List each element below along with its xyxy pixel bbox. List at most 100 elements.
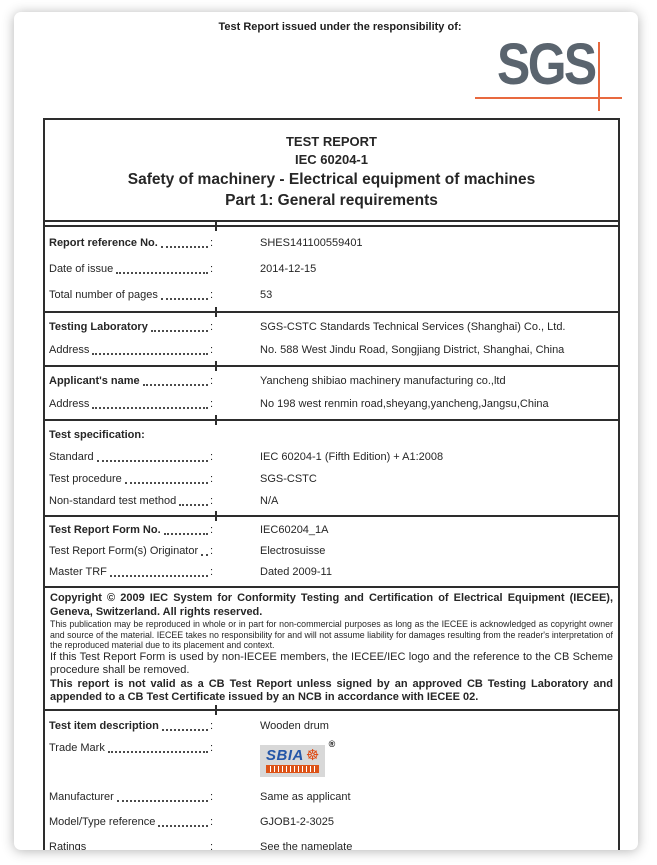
label-colon: : — [209, 741, 213, 754]
row-label: Test Report Form No. — [49, 524, 161, 536]
dot-leader — [160, 297, 208, 300]
sbia-wheel-icon: ☸ — [305, 747, 320, 764]
row-value: Yancheng shibiao machinery manufacturing… — [260, 375, 506, 387]
copyright-paragraph: This report is not valid as a CB Test Re… — [50, 677, 613, 704]
title-block: TEST REPORT IEC 60204-1 Safety of machin… — [45, 120, 618, 222]
label-colon: : — [209, 398, 213, 410]
dot-leader — [179, 503, 208, 506]
label-colon: : — [209, 375, 213, 387]
row-value: SGS-CSTC — [260, 472, 317, 485]
row-label-cell: Non-standard test method: — [49, 495, 213, 508]
table-row: Total number of pages: 53 — [49, 282, 614, 308]
row-value: SHES141100559401 — [260, 236, 363, 249]
dot-leader — [201, 554, 208, 556]
sgs-logo: SGS — [497, 32, 597, 97]
table-row: Manufacturer: Same as applicant — [49, 785, 614, 810]
table-row: Test procedure: SGS-CSTC — [49, 468, 614, 490]
row-label: Non-standard test method — [49, 494, 177, 507]
row-label: Ratings — [49, 840, 87, 851]
sgs-logo-vertical-line — [598, 42, 600, 111]
table-row: Test Report Form No.: IEC60204_1A — [49, 520, 614, 541]
row-label: Address — [49, 398, 90, 410]
report-table: TEST REPORT IEC 60204-1 Safety of machin… — [43, 118, 620, 850]
row-label: Test Report Form(s) Originator — [49, 545, 199, 557]
row-value: IEC60204_1A — [260, 524, 329, 536]
row-label-cell: Test item description: — [49, 720, 213, 733]
dot-leader — [150, 330, 208, 332]
table-row: Address: No 198 west renmin road,sheyang,… — [49, 393, 614, 416]
row-value-cell: Yancheng shibiao machinery manufacturing… — [213, 375, 614, 388]
row-label: Master TRF — [49, 566, 107, 578]
row-label-cell: Test Report Form(s) Originator: — [49, 545, 213, 558]
trademark-logo-top: SBIA ☸ — [266, 746, 320, 764]
row-label: Applicant's name — [49, 375, 140, 387]
row-value-cell: SBIA ☸ ® — [213, 739, 614, 777]
row-label: Address — [49, 344, 90, 356]
row-value-cell: SHES141100559401 — [213, 237, 614, 250]
row-value: N/A — [260, 494, 279, 507]
row-label-cell: Model/Type reference: — [49, 816, 213, 829]
dot-leader — [163, 533, 208, 535]
dot-leader — [116, 271, 208, 274]
row-label-cell: Test specification: — [49, 429, 213, 442]
label-colon: : — [209, 840, 213, 851]
copyright-section: Copyright © 2009 IEC System for Conformi… — [45, 588, 618, 711]
trademark-logo: SBIA ☸ ® — [260, 739, 335, 777]
row-label-cell: Testing Laboratory: — [49, 321, 213, 334]
dot-leader — [158, 824, 208, 827]
table-row: Test specification: — [49, 424, 614, 446]
row-label-cell: Date of issue: — [49, 263, 213, 276]
row-value-cell: 2014-12-15 — [213, 263, 614, 276]
row-value-cell: Wooden drum — [213, 720, 614, 733]
label-colon: : — [209, 815, 213, 828]
row-value-cell: Same as applicant — [213, 791, 614, 804]
row-label: Report reference No. — [49, 236, 158, 249]
table-row: Test Report Form(s) Originator: Electrosu… — [49, 541, 614, 562]
row-value: No 198 west renmin road,sheyang,yancheng… — [260, 398, 549, 410]
label-colon: : — [209, 790, 213, 803]
issued-under-responsibility-text: Test Report issued under the responsibil… — [218, 21, 462, 33]
dot-leader — [96, 459, 208, 462]
row-label-cell: Report reference No.: — [49, 237, 213, 250]
dot-leader — [116, 799, 208, 802]
row-value: See the nameplate — [260, 840, 353, 851]
dot-leader — [107, 750, 208, 753]
table-section: Test item description: Wooden drum Trade M… — [45, 704, 618, 851]
table-section: Testing Laboratory: SGS-CSTC Standards Te… — [45, 307, 618, 367]
row-value: 53 — [260, 288, 273, 301]
row-value: GJOB1-2-3025 — [260, 815, 334, 828]
row-label: Test specification: — [49, 428, 145, 441]
row-label: Total number of pages — [49, 288, 158, 301]
dot-leader — [161, 728, 208, 731]
label-colon: : — [209, 344, 213, 356]
standard-number: IEC 60204-1 — [295, 152, 368, 167]
report-title: TEST REPORT — [285, 134, 377, 149]
sgs-logo-horizontal-line — [475, 97, 622, 99]
row-value: No. 588 West Jindu Road, Songjiang Distr… — [260, 344, 565, 356]
table-row: Applicant's name: Yancheng shibiao machin… — [49, 370, 614, 393]
table-row: Standard: IEC 60204-1 (Fifth Edition) + A… — [49, 446, 614, 468]
row-value-cell: SGS-CSTC — [213, 473, 614, 486]
standard-title: Safety of machinery - Electrical equipme… — [127, 171, 536, 188]
trademark-name: SBIA — [266, 746, 304, 764]
dot-leader — [92, 353, 208, 355]
row-label: Date of issue — [49, 262, 114, 275]
trademark-banner — [266, 764, 320, 773]
row-value-cell: GJOB1-2-3025 — [213, 816, 614, 829]
copyright-paragraph: Copyright © 2009 IEC System for Conformi… — [50, 592, 613, 618]
dot-leader — [92, 407, 208, 409]
dot-leader — [142, 384, 208, 386]
row-value-cell: No. 588 West Jindu Road, Songjiang Distr… — [213, 344, 614, 357]
row-value-cell: Electrosuisse — [213, 545, 614, 558]
row-label: Standard — [49, 450, 94, 463]
row-label: Test procedure — [49, 472, 122, 485]
dot-leader — [89, 849, 208, 850]
label-colon: : — [209, 450, 213, 463]
copyright-paragraph: If this Test Report Form is used by non-… — [50, 650, 613, 677]
row-label-cell: Master TRF: — [49, 566, 213, 579]
table-row: Non-standard test method: N/A — [49, 490, 614, 512]
label-colon: : — [209, 524, 213, 536]
table-row: Trade Mark: SBIA ☸ ® — [49, 739, 614, 785]
label-colon: : — [209, 262, 213, 275]
row-label-cell: Test procedure: — [49, 473, 213, 486]
